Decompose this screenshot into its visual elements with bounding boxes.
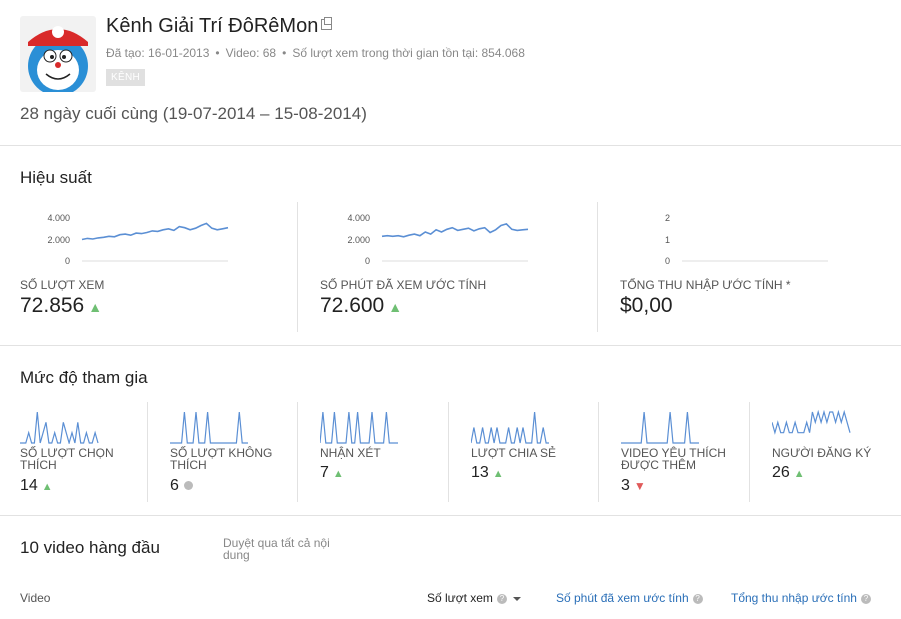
divider bbox=[0, 345, 901, 346]
sparkline-series bbox=[772, 409, 851, 435]
metric-value-text: 3 bbox=[621, 477, 630, 494]
metric-value-text: 7 bbox=[320, 464, 329, 481]
tick-label: 0 bbox=[665, 256, 670, 266]
tick-label: 4.000 bbox=[47, 213, 70, 223]
sparkline-series bbox=[20, 411, 99, 444]
divider bbox=[749, 402, 750, 502]
tick-label: 4.000 bbox=[347, 213, 370, 223]
trend-up-icon: ▲ bbox=[332, 468, 344, 480]
metric-label: NGƯỜI ĐĂNG KÝ bbox=[772, 446, 872, 460]
tick-label: 2.000 bbox=[47, 235, 70, 245]
sparkline-chart bbox=[170, 411, 248, 444]
metric-value[interactable]: 26 ▲ bbox=[772, 464, 805, 482]
tick-label: 0 bbox=[65, 256, 70, 266]
metric-label: NHẬN XÉT bbox=[320, 446, 381, 460]
external-link-icon[interactable] bbox=[321, 17, 333, 30]
divider bbox=[0, 145, 901, 146]
divider bbox=[297, 402, 298, 502]
divider bbox=[297, 202, 298, 332]
channel-meta: Đã tạo: 16-01-2013 • Video: 68 • Số lượt xem… bbox=[106, 46, 525, 60]
sparkline-chart: 2 1 0 bbox=[665, 213, 828, 266]
metric-value[interactable]: $0,00 bbox=[620, 294, 673, 318]
metric-label: TỔNG THU NHẬP ƯỚC TÍNH * bbox=[620, 278, 791, 292]
engagement-title: Mức độ tham gia bbox=[20, 368, 148, 387]
metric-value[interactable]: 13 ▲ bbox=[471, 464, 504, 482]
sparkline-series bbox=[381, 222, 529, 238]
video-count: Video: 68 bbox=[225, 46, 277, 60]
sparkline-chart: 4.000 2.000 0 bbox=[347, 213, 529, 266]
metric-value[interactable]: 72.856 ▲ bbox=[20, 294, 102, 318]
trend-up-icon: ▲ bbox=[793, 468, 805, 480]
tick-label: 0 bbox=[365, 256, 370, 266]
metric-label: VIDEO YÊU THÍCH ĐƯỢC THÊM bbox=[621, 446, 726, 472]
metric-value-text: $0,00 bbox=[620, 294, 673, 317]
help-icon[interactable]: ? bbox=[496, 593, 507, 604]
sparkline-series bbox=[471, 411, 549, 444]
metric-value-text: 72.600 bbox=[320, 294, 385, 317]
metric-value[interactable]: 72.600 ▲ bbox=[320, 294, 402, 318]
lifetime-views: Số lượt xem trong thời gian tồn tại: 854… bbox=[292, 46, 525, 60]
sparkline-chart bbox=[621, 411, 699, 444]
divider bbox=[598, 402, 599, 502]
tick-label: 2 bbox=[665, 213, 670, 223]
trend-up-icon: ▲ bbox=[492, 468, 504, 480]
help-icon[interactable]: ? bbox=[860, 593, 871, 604]
sparkline-chart bbox=[772, 409, 851, 435]
divider bbox=[0, 515, 901, 516]
metric-value-text: 26 bbox=[772, 464, 790, 481]
sparkline-series bbox=[320, 411, 398, 444]
metric-label: LƯỢT CHIA SẺ bbox=[471, 446, 557, 460]
sparkline-chart bbox=[20, 411, 99, 444]
date-range[interactable]: 28 ngày cuối cùng (19-07-2014 – 15-08-20… bbox=[20, 104, 367, 123]
divider bbox=[597, 202, 598, 332]
metric-label: SỐ LƯỢT XEM bbox=[20, 278, 105, 292]
trend-up-icon: ▲ bbox=[388, 299, 403, 315]
column-earnings[interactable]: Tổng thu nhập ước tính? bbox=[731, 591, 871, 605]
top-videos-title: 10 video hàng đầu bbox=[20, 538, 160, 557]
metric-value[interactable]: 14 ▲ bbox=[20, 477, 53, 495]
tick-label: 1 bbox=[665, 235, 670, 245]
channel-title[interactable]: Kênh Giải Trí ĐôRêMon bbox=[106, 15, 333, 38]
metric-value[interactable]: 7 ▲ bbox=[320, 464, 344, 482]
sort-desc-icon[interactable] bbox=[512, 596, 521, 601]
column-minutes[interactable]: Số phút đã xem ước tính? bbox=[556, 591, 703, 605]
sparkline-series bbox=[621, 411, 699, 444]
trend-neutral-icon bbox=[183, 481, 193, 490]
channel-avatar[interactable] bbox=[20, 16, 96, 92]
divider bbox=[147, 402, 148, 502]
column-video: Video bbox=[20, 591, 51, 605]
sparkline-chart bbox=[471, 411, 549, 444]
metric-value[interactable]: 3 ▼ bbox=[621, 477, 646, 495]
trend-down-icon: ▼ bbox=[633, 479, 646, 493]
sparkline-chart bbox=[320, 411, 398, 444]
created-date: Đã tạo: 16-01-2013 bbox=[106, 46, 210, 60]
metric-label: SỐ PHÚT ĐÃ XEM ƯỚC TÍNH bbox=[320, 278, 487, 292]
column-views[interactable]: Số lượt xem? bbox=[427, 591, 521, 605]
channel-badge: KÊNH bbox=[106, 69, 145, 86]
metric-value-text: 14 bbox=[20, 477, 38, 494]
metric-value[interactable]: 6 bbox=[170, 477, 193, 495]
metric-label: SỐ LƯỢT KHÔNG THÍCH bbox=[170, 446, 273, 472]
performance-title: Hiệu suất bbox=[20, 168, 92, 187]
sparkline-series bbox=[81, 222, 229, 241]
metric-value-text: 72.856 bbox=[20, 294, 85, 317]
browse-all-link[interactable]: Duyệt qua tất cả nội dung bbox=[223, 536, 330, 562]
help-icon[interactable]: ? bbox=[692, 593, 703, 604]
sparkline-series bbox=[170, 411, 248, 444]
sparkline-chart: 4.000 2.000 0 bbox=[47, 213, 229, 266]
divider bbox=[448, 402, 449, 502]
trend-up-icon: ▲ bbox=[88, 299, 103, 315]
tick-label: 2.000 bbox=[347, 235, 370, 245]
metric-value-text: 13 bbox=[471, 464, 489, 481]
metric-value-text: 6 bbox=[170, 477, 179, 494]
trend-up-icon: ▲ bbox=[41, 481, 53, 493]
metric-label: SỐ LƯỢT CHỌN THÍCH bbox=[20, 446, 114, 472]
